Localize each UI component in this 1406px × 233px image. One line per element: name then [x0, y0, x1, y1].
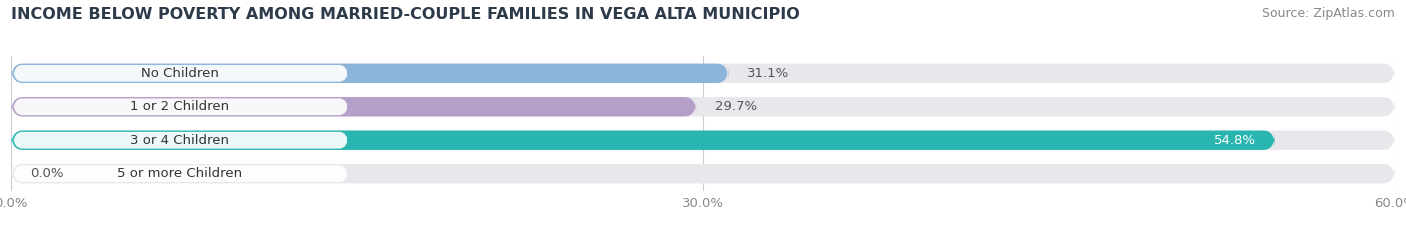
Text: No Children: No Children	[141, 67, 218, 80]
Text: 29.7%: 29.7%	[714, 100, 756, 113]
Text: 0.0%: 0.0%	[30, 167, 63, 180]
FancyBboxPatch shape	[11, 97, 1395, 116]
Text: Source: ZipAtlas.com: Source: ZipAtlas.com	[1261, 7, 1395, 20]
FancyBboxPatch shape	[11, 164, 1395, 183]
FancyBboxPatch shape	[11, 64, 1395, 83]
FancyBboxPatch shape	[11, 130, 1275, 150]
Text: INCOME BELOW POVERTY AMONG MARRIED-COUPLE FAMILIES IN VEGA ALTA MUNICIPIO: INCOME BELOW POVERTY AMONG MARRIED-COUPL…	[11, 7, 800, 22]
FancyBboxPatch shape	[11, 130, 1395, 150]
FancyBboxPatch shape	[14, 132, 347, 149]
FancyBboxPatch shape	[14, 65, 347, 82]
FancyBboxPatch shape	[11, 64, 728, 83]
Text: 3 or 4 Children: 3 or 4 Children	[131, 134, 229, 147]
FancyBboxPatch shape	[11, 97, 696, 116]
Text: 54.8%: 54.8%	[1215, 134, 1257, 147]
Text: 5 or more Children: 5 or more Children	[117, 167, 242, 180]
FancyBboxPatch shape	[14, 98, 347, 115]
Text: 31.1%: 31.1%	[747, 67, 789, 80]
FancyBboxPatch shape	[14, 165, 347, 182]
Text: 1 or 2 Children: 1 or 2 Children	[129, 100, 229, 113]
